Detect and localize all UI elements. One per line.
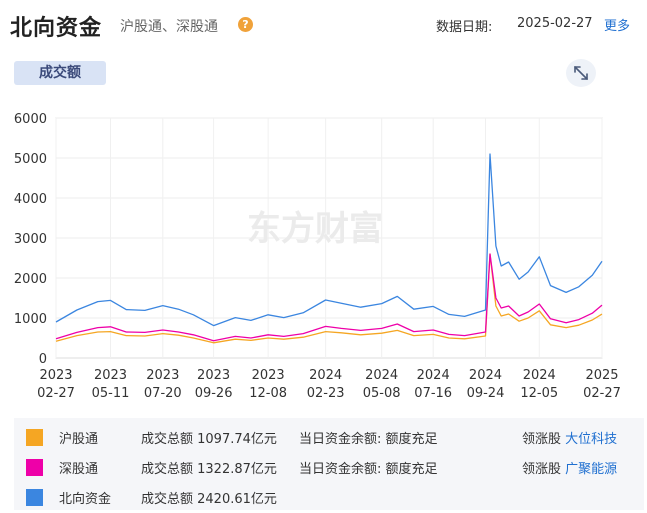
x-tick-date: 09-26	[195, 386, 233, 401]
lead-label: 领涨股	[522, 462, 562, 477]
legend-lead: 领涨股 广聚能源	[522, 458, 617, 477]
legend-remaining: 当日资金余额: 额度充足	[299, 462, 438, 477]
tab-turnover[interactable]: 成交额	[14, 61, 106, 85]
series-line-sh	[55, 253, 603, 344]
expand-icon	[574, 66, 588, 80]
page-subtitle: 沪股通、深股通	[120, 19, 218, 35]
legend-name: 沪股通	[59, 432, 99, 447]
page-title: 北向资金	[10, 16, 103, 41]
x-tick-year: 2023	[146, 368, 179, 383]
legend-value: 成交总额 1097.74亿元	[141, 432, 277, 447]
header: 北向资金 沪股通、深股通 ? 数据日期: 2025-02-27 更多	[0, 0, 647, 50]
help-icon[interactable]: ?	[238, 17, 253, 32]
x-tick-year: 2024	[309, 368, 342, 383]
y-tick-label: 0	[39, 352, 47, 367]
lead-label: 领涨股	[522, 432, 562, 447]
y-tick-label: 5000	[14, 152, 47, 167]
x-tick-year: 2024	[469, 368, 502, 383]
date-label: 数据日期:	[436, 20, 493, 35]
line-chart: 东方财富 0 1000 2000 3000 4000 5000 6000 2023 02-27…	[14, 112, 621, 401]
x-tick-year: 2023	[197, 368, 230, 383]
x-tick-year: 2023	[94, 368, 127, 383]
x-tick-date: 07-20	[144, 386, 182, 401]
y-tick-label: 2000	[14, 272, 47, 287]
series-line-sz	[55, 253, 603, 342]
expand-button[interactable]	[566, 59, 596, 87]
x-tick-date: 02-27	[583, 386, 621, 401]
x-tick-date: 12-05	[520, 386, 558, 401]
x-tick-date: 12-08	[249, 386, 287, 401]
legend-value: 成交总额 2420.61亿元	[141, 492, 277, 507]
y-tick-label: 3000	[14, 232, 47, 247]
legend-swatch-sz	[26, 459, 43, 476]
x-tick-date: 05-11	[92, 386, 130, 401]
legend-row-sh: 沪股通 成交总额 1097.74亿元 当日资金余额: 额度充足 领涨股 大位科技	[14, 420, 644, 450]
legend-row-sz: 深股通 成交总额 1322.87亿元 当日资金余额: 额度充足 领涨股 广聚能源	[14, 450, 644, 480]
y-tick-label: 6000	[14, 112, 47, 127]
legend-swatch-north	[26, 489, 43, 506]
x-tick-date: 05-08	[363, 386, 401, 401]
x-tick-date: 07-16	[414, 386, 452, 401]
series-line-north	[55, 153, 603, 327]
x-tick-year: 2023	[39, 368, 72, 383]
date-value: 2025-02-27	[517, 16, 593, 31]
x-tick-year: 2025	[585, 368, 618, 383]
x-tick-date: 09-24	[467, 386, 505, 401]
legend-row-north: 北向资金 成交总额 2420.61亿元	[14, 480, 644, 510]
x-tick-year: 2024	[365, 368, 398, 383]
lead-stock-link[interactable]: 广聚能源	[565, 462, 618, 477]
watermark: 东方财富	[247, 209, 383, 249]
y-tick-label: 1000	[14, 312, 47, 327]
y-tick-label: 4000	[14, 192, 47, 207]
x-tick-year: 2024	[523, 368, 556, 383]
more-link[interactable]: 更多	[604, 19, 631, 34]
chart-area: 东方财富 0 1000 2000 3000 4000 5000 6000 2023 02-27…	[0, 105, 647, 405]
x-tick-year: 2023	[252, 368, 285, 383]
x-tick-date: 02-23	[307, 386, 345, 401]
lead-stock-link[interactable]: 大位科技	[565, 432, 618, 447]
legend-name: 北向资金	[59, 492, 112, 507]
legend-value: 成交总额 1322.87亿元	[141, 462, 277, 477]
legend-name: 深股通	[59, 462, 99, 477]
legend-remaining: 当日资金余额: 额度充足	[299, 432, 438, 447]
x-tick-year: 2024	[417, 368, 450, 383]
legend-swatch-sh	[26, 429, 43, 446]
legend-panel: 沪股通 成交总额 1097.74亿元 当日资金余额: 额度充足 领涨股 大位科技…	[14, 418, 644, 510]
legend-lead: 领涨股 大位科技	[522, 428, 617, 447]
x-tick-date: 02-27	[37, 386, 75, 401]
